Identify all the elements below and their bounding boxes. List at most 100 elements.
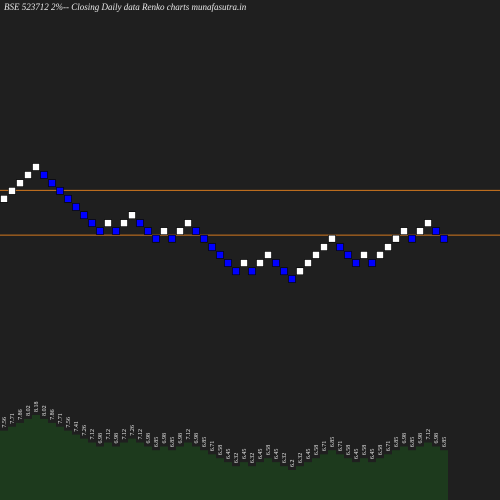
up-brick [8,187,16,195]
down-brick [40,171,48,179]
down-brick [112,227,120,235]
value-label: 7.12 [122,429,128,440]
value-label: 8.02 [42,405,48,416]
up-brick [24,171,32,179]
area-column [88,442,96,500]
area-column [104,442,112,500]
down-brick [272,259,280,267]
value-label: 6.2 [290,460,296,468]
down-brick [232,267,240,276]
value-label: 7.56 [66,417,72,428]
up-brick [400,227,408,235]
area-column [280,466,288,500]
down-brick [408,234,416,243]
value-label: 6.98 [178,433,184,444]
value-label: 6.71 [386,441,392,452]
area-column [384,454,392,500]
area-column [120,442,128,500]
area-column [328,450,336,500]
down-brick [144,227,152,235]
down-brick [216,251,224,259]
value-label: 6.98 [434,433,440,444]
area-column [296,466,304,500]
up-brick [376,251,384,259]
area-column [336,454,344,500]
up-brick [184,219,192,227]
value-label: 7.86 [50,409,56,420]
area-column [32,415,40,500]
value-label: 6.98 [194,433,200,444]
value-label: 6.98 [162,433,168,444]
up-brick [416,227,424,235]
value-label: 6.45 [274,449,280,460]
value-label: 6.45 [370,449,376,460]
area-column [48,422,56,500]
area-column [40,418,48,500]
up-brick [264,251,272,259]
value-label: 7.86 [18,409,24,420]
area-column [56,426,64,500]
value-label: 6.85 [154,437,160,448]
area-column [264,458,272,500]
up-brick [424,219,432,227]
value-label: 6.45 [258,449,264,460]
value-label: 6.45 [242,449,248,460]
value-label: 6.85 [330,437,336,448]
value-label: 6.85 [170,437,176,448]
area-column [112,446,120,500]
down-brick [136,219,144,227]
down-brick [368,259,376,267]
value-label: 7.71 [58,413,64,424]
area-column [424,442,432,500]
value-label: 6.98 [98,433,104,444]
area-column [272,462,280,500]
area-column [8,426,16,500]
value-label: 6.85 [442,437,448,448]
value-label: 7.12 [138,429,144,440]
area-column [320,454,328,500]
value-label: 6.85 [202,437,208,448]
up-brick [16,179,24,187]
area-column [176,446,184,500]
area-column [16,422,24,500]
area-column [344,458,352,500]
area-column [24,418,32,500]
value-label: 6.98 [146,433,152,444]
area-column [400,446,408,500]
area-column [152,450,160,500]
area-column [160,446,168,500]
value-label: 6.32 [250,453,256,464]
value-label: 6.58 [266,445,272,456]
down-brick [208,243,216,251]
value-label: 6.71 [210,441,216,452]
up-brick [32,163,40,171]
area-column [432,446,440,500]
up-brick [304,259,312,267]
value-label: 6.32 [298,453,304,464]
up-brick [0,195,8,203]
value-label: 6.58 [378,445,384,456]
value-label: 7.26 [130,425,136,436]
area-column [376,458,384,500]
down-brick [440,234,448,243]
area-column [288,470,296,500]
area-column [64,430,72,500]
down-brick [336,243,344,251]
area-column [360,458,368,500]
value-label: 6.98 [418,433,424,444]
down-brick [224,259,232,267]
value-label: 6.98 [402,433,408,444]
area-column [440,450,448,500]
up-brick [240,259,248,267]
value-label: 6.85 [394,437,400,448]
down-brick [48,179,56,187]
value-label: 6.98 [114,433,120,444]
up-brick [312,251,320,259]
value-label: 6.58 [346,445,352,456]
area-column [208,454,216,500]
area-column [80,438,88,500]
area-column [184,442,192,500]
down-brick [432,227,440,235]
up-brick [320,243,328,251]
down-brick [248,267,256,276]
